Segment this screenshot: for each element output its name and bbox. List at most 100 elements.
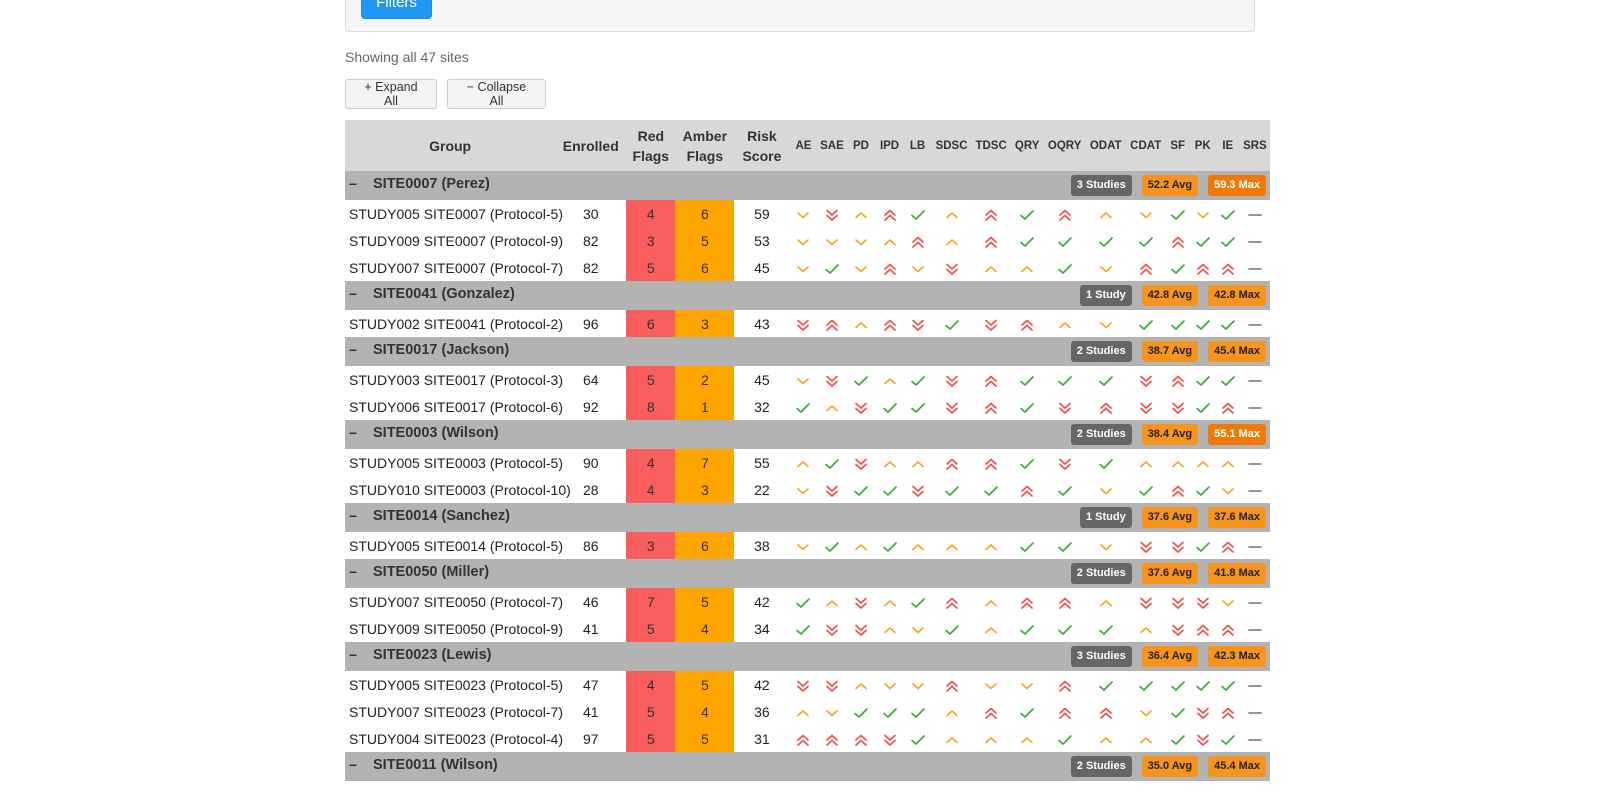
metric-odat (1086, 227, 1126, 254)
metric-lb (904, 476, 932, 503)
group-row[interactable]: − SITE0011 (Wilson) 2 Studies 35.0 Avg 45.4 … (345, 752, 1270, 781)
risk-score-value: 43 (754, 315, 770, 332)
check-icon (881, 484, 899, 498)
metric-pk (1190, 393, 1216, 420)
col-odat[interactable]: ODAT (1085, 120, 1126, 171)
collapse-toggle[interactable]: − (349, 176, 358, 192)
collapse-toggle[interactable]: − (349, 564, 358, 580)
col-oqry[interactable]: OQRY (1043, 120, 1086, 171)
collapse-toggle[interactable]: − (349, 647, 358, 663)
metric-cdat (1126, 200, 1166, 227)
double-chevron-up-icon (1219, 706, 1237, 720)
col-enrolled[interactable]: Enrolled (555, 120, 627, 171)
metric-qry (1011, 476, 1044, 503)
col-red-flags[interactable]: Red Flags (626, 120, 676, 171)
col-lb[interactable]: LB (903, 120, 932, 171)
col-ie[interactable]: IE (1215, 120, 1240, 171)
col-cdat[interactable]: CDAT (1125, 120, 1166, 171)
group-row[interactable]: − SITE0014 (Sanchez) 1 Study 37.6 Avg 37.6 M… (345, 503, 1270, 532)
col-risk-score[interactable]: Risk Score (734, 120, 790, 171)
metric-sae (817, 254, 846, 281)
double-chevron-up-icon (982, 208, 1000, 222)
col-sdsc[interactable]: SDSC (931, 120, 972, 171)
check-icon (1194, 484, 1212, 498)
group-badges: 1 Study 37.6 Avg 37.6 Max (1079, 507, 1266, 528)
group-badges: 3 Studies 52.2 Avg 59.3 Max (1070, 175, 1266, 196)
expand-all-button[interactable]: + Expand All (345, 79, 437, 109)
dash-icon (1246, 208, 1264, 222)
col-pk[interactable]: PK (1189, 120, 1216, 171)
group-row[interactable]: − SITE0017 (Jackson) 2 Studies 38.7 Avg 45.4… (345, 337, 1270, 366)
double-chevron-up-icon (1018, 484, 1036, 498)
check-icon (1194, 318, 1212, 332)
double-chevron-up-icon (852, 733, 870, 747)
chevron-up-icon (943, 706, 961, 720)
check-icon (943, 484, 961, 498)
metric-sf (1166, 698, 1190, 725)
check-icon (1194, 401, 1212, 415)
col-ae[interactable]: AE (789, 120, 818, 171)
metric-lb (904, 671, 932, 698)
group-row[interactable]: − SITE0003 (Wilson) 2 Studies 38.4 Avg 55.1 … (345, 420, 1270, 449)
collapse-toggle[interactable]: − (349, 508, 358, 524)
table-row[interactable]: STUDY005 SITE0003 (Protocol-5) 90 4 7 55 (345, 449, 1270, 476)
metric-lb (904, 366, 932, 393)
col-sf[interactable]: SF (1165, 120, 1190, 171)
double-chevron-down-icon (1056, 457, 1074, 471)
table-row[interactable]: STUDY009 SITE0050 (Protocol-9) 41 5 4 34 (345, 615, 1270, 642)
col-ipd[interactable]: IPD (875, 120, 904, 171)
col-sae[interactable]: SAE (817, 120, 847, 171)
table-row[interactable]: STUDY003 SITE0017 (Protocol-3) 64 5 2 45 (345, 366, 1270, 393)
filters-button[interactable]: Filters (361, 0, 432, 19)
chevron-up-icon (943, 208, 961, 222)
chevron-down-icon (1194, 208, 1212, 222)
group-label: SITE0041 (Gonzalez) (373, 286, 515, 302)
double-chevron-up-icon (1056, 596, 1074, 610)
double-chevron-down-icon (852, 457, 870, 471)
metric-sdsc (932, 449, 972, 476)
metric-ipd (876, 254, 904, 281)
study-name: STUDY005 SITE0023 (Protocol-5) (349, 676, 563, 693)
check-icon (1194, 374, 1212, 388)
col-group[interactable]: Group (345, 120, 556, 171)
double-chevron-down-icon (1169, 623, 1187, 637)
metric-cdat (1126, 449, 1166, 476)
col-qry[interactable]: QRY (1010, 120, 1044, 171)
double-chevron-up-icon (1056, 208, 1074, 222)
table-row[interactable]: STUDY005 SITE0014 (Protocol-5) 86 3 6 38 (345, 532, 1270, 559)
metric-lb (904, 532, 932, 559)
table-row[interactable]: STUDY007 SITE0007 (Protocol-7) 82 5 6 45 (345, 254, 1270, 281)
double-chevron-up-icon (823, 318, 841, 332)
table-row[interactable]: STUDY006 SITE0017 (Protocol-6) 92 8 1 32 (345, 393, 1270, 420)
collapse-toggle[interactable]: − (349, 286, 358, 302)
collapse-toggle[interactable]: − (349, 425, 358, 441)
study-name: STUDY007 SITE0050 (Protocol-7) (349, 593, 563, 610)
collapse-all-button[interactable]: − Collapse All (447, 79, 546, 109)
col-srs[interactable]: SRS (1239, 120, 1270, 171)
metric-pd (846, 671, 875, 698)
check-icon (823, 457, 841, 471)
amber-flags-value: 4 (675, 698, 735, 725)
group-row[interactable]: − SITE0023 (Lewis) 3 Studies 36.4 Avg 42.3 M… (345, 642, 1270, 671)
table-row[interactable]: STUDY007 SITE0023 (Protocol-7) 41 5 4 36 (345, 698, 1270, 725)
group-row[interactable]: − SITE0041 (Gonzalez) 1 Study 42.8 Avg 42.8 … (345, 281, 1270, 310)
collapse-toggle[interactable]: − (349, 757, 358, 773)
group-row[interactable]: − SITE0050 (Miller) 2 Studies 37.6 Avg 41.8 … (345, 559, 1270, 588)
double-chevron-up-icon (1194, 262, 1212, 276)
table-row[interactable]: STUDY005 SITE0007 (Protocol-5) 30 4 6 59 (345, 200, 1270, 227)
collapse-toggle[interactable]: − (349, 342, 358, 358)
table-row[interactable]: STUDY009 SITE0007 (Protocol-9) 82 3 5 53 (345, 227, 1270, 254)
metric-sdsc (932, 393, 972, 420)
col-pd[interactable]: PD (846, 120, 876, 171)
table-row[interactable]: STUDY004 SITE0023 (Protocol-4) 97 5 5 31 (345, 725, 1270, 752)
table-row[interactable]: STUDY002 SITE0041 (Protocol-2) 96 6 3 43 (345, 310, 1270, 337)
study-name: STUDY006 SITE0017 (Protocol-6) (349, 398, 563, 415)
chevron-up-icon (982, 262, 1000, 276)
table-row[interactable]: STUDY007 SITE0050 (Protocol-7) 46 7 5 42 (345, 588, 1270, 615)
col-amber-flags[interactable]: Amber Flags (675, 120, 735, 171)
table-row[interactable]: STUDY005 SITE0023 (Protocol-5) 47 4 5 42 (345, 671, 1270, 698)
dash-icon (1246, 623, 1264, 637)
table-row[interactable]: STUDY010 SITE0003 (Protocol-10) 28 4 3 22 (345, 476, 1270, 503)
group-row[interactable]: − SITE0007 (Perez) 3 Studies 52.2 Avg 59.3 M… (345, 171, 1270, 200)
col-tdsc[interactable]: TDSC (971, 120, 1011, 171)
